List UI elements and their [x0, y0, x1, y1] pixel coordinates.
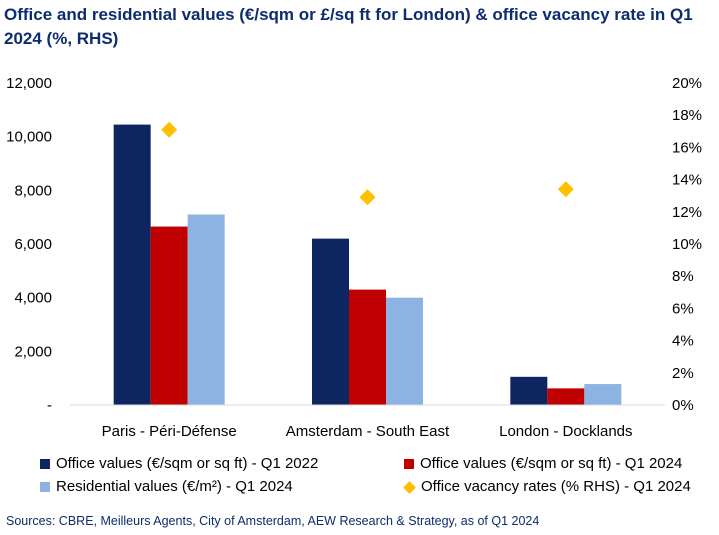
- vacancy-marker: [557, 181, 574, 198]
- right-tick-label: 4%: [672, 333, 694, 350]
- left-tick-label: 4,000: [14, 290, 52, 307]
- left-tick-label: 10,000: [6, 129, 52, 146]
- left-axis: - 2,000 4,000 6,000 8,000 10,000 12,000: [6, 75, 52, 414]
- bar: [113, 124, 151, 405]
- bar: [386, 297, 423, 405]
- right-tick-label: 10%: [672, 236, 702, 253]
- legend-swatch-residential-2024: [40, 482, 50, 492]
- left-tick-label: 8,000: [14, 182, 52, 199]
- left-tick-label: 2,000: [14, 343, 52, 360]
- bar: [510, 376, 548, 405]
- bar: [187, 214, 225, 405]
- legend-label-vacancy: Office vacancy rates (% RHS) - Q1 2024: [421, 478, 691, 495]
- bar: [584, 384, 622, 405]
- category-label: Paris - Péri-Défense: [102, 423, 237, 440]
- right-tick-label: 18%: [672, 107, 702, 124]
- category-labels: Paris - Péri-Défense Amsterdam - South Ea…: [102, 423, 633, 440]
- vacancy-marker: [161, 121, 178, 138]
- bar: [547, 388, 585, 405]
- legend-swatch-office-2024: [404, 459, 414, 469]
- legend-item-office-2022: Office values (€/sqm or sq ft) - Q1 2022: [40, 455, 318, 473]
- bar-marks: [113, 124, 622, 405]
- legend-swatch-office-2022: [40, 459, 50, 469]
- right-tick-label: 12%: [672, 204, 702, 221]
- category-label: London - Docklands: [499, 423, 632, 440]
- left-tick-label: 12,000: [6, 75, 52, 92]
- chart-canvas: - 2,000 4,000 6,000 8,000 10,000 12,000 0% 2% 4%…: [6, 75, 702, 440]
- vacancy-markers: [161, 121, 574, 206]
- left-tick-label: -: [47, 397, 52, 414]
- legend: Office values (€/sqm or sq ft) - Q1 2022…: [0, 450, 719, 500]
- category-label: Amsterdam - South East: [286, 423, 450, 440]
- legend-item-office-2024: Office values (€/sqm or sq ft) - Q1 2024: [404, 455, 682, 473]
- vacancy-marker: [359, 189, 376, 206]
- bar: [349, 289, 386, 405]
- right-tick-label: 16%: [672, 139, 702, 156]
- legend-label-office-2022: Office values (€/sqm or sq ft) - Q1 2022: [56, 455, 319, 472]
- legend-item-residential-2024: Residential values (€/m²) - Q1 2024: [40, 478, 293, 496]
- right-tick-label: 0%: [672, 397, 694, 414]
- right-tick-label: 14%: [672, 172, 702, 189]
- bar: [150, 226, 188, 405]
- source-note: Sources: CBRE, Meilleurs Agents, City of…: [6, 514, 540, 528]
- left-tick-label: 6,000: [14, 236, 52, 253]
- legend-label-office-2024: Office values (€/sqm or sq ft) - Q1 2024: [420, 455, 683, 472]
- right-axis: 0% 2% 4% 6% 8% 10% 12% 14% 16% 18% 20%: [672, 75, 702, 414]
- legend-item-vacancy: Office vacancy rates (% RHS) - Q1 2024: [403, 478, 691, 496]
- chart-title: Office and residential values (€/sqm or …: [4, 5, 693, 48]
- legend-diamond-icon: [403, 480, 416, 494]
- right-tick-label: 6%: [672, 300, 694, 317]
- right-tick-label: 8%: [672, 268, 694, 285]
- right-tick-label: 20%: [672, 75, 702, 92]
- legend-label-residential-2024: Residential values (€/m²) - Q1 2024: [56, 478, 293, 495]
- right-tick-label: 2%: [672, 365, 694, 382]
- bar: [312, 238, 349, 405]
